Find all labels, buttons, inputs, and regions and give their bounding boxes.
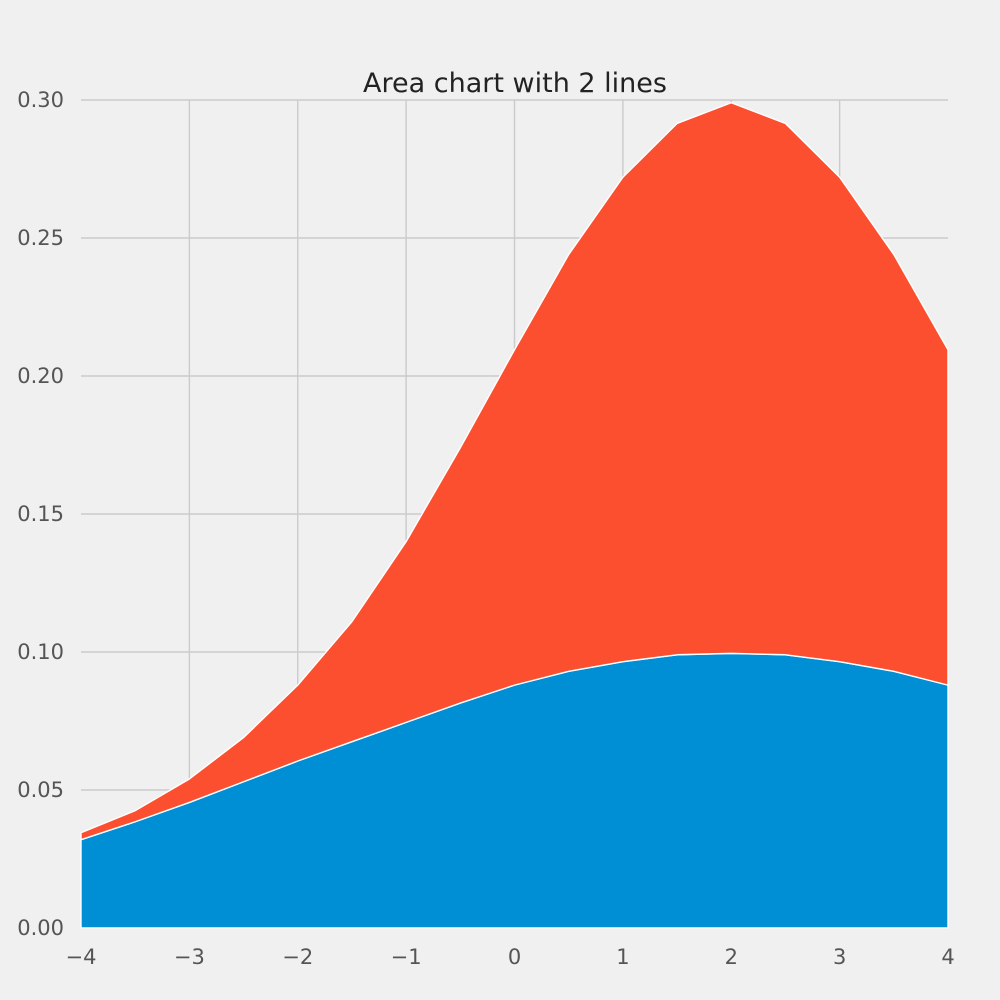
x-tick-label: 4: [941, 945, 954, 969]
area-series-2: [80, 102, 949, 841]
y-tick-label: 0.30: [17, 88, 64, 112]
y-axis-tick-labels: 0.00 0.05 0.10 0.15 0.20 0.25 0.30: [17, 88, 64, 940]
x-axis-tick-labels: −4 −3 −2 −1 0 1 2 3 4: [66, 945, 955, 969]
y-tick-label: 0.10: [17, 640, 64, 664]
x-tick-label: −3: [174, 945, 205, 969]
y-tick-label: 0.20: [17, 364, 64, 388]
y-tick-label: 0.00: [17, 916, 64, 940]
y-tick-label: 0.15: [17, 502, 64, 526]
x-tick-label: 1: [616, 945, 629, 969]
x-tick-label: −1: [391, 945, 422, 969]
area-series: [80, 102, 949, 929]
x-tick-label: −4: [66, 945, 97, 969]
x-tick-label: 2: [725, 945, 738, 969]
x-tick-label: 0: [508, 945, 521, 969]
y-tick-label: 0.05: [17, 778, 64, 802]
chart-title: Area chart with 2 lines: [363, 68, 667, 99]
y-tick-label: 0.25: [17, 226, 64, 250]
x-tick-label: −2: [282, 945, 313, 969]
x-tick-label: 3: [833, 945, 846, 969]
